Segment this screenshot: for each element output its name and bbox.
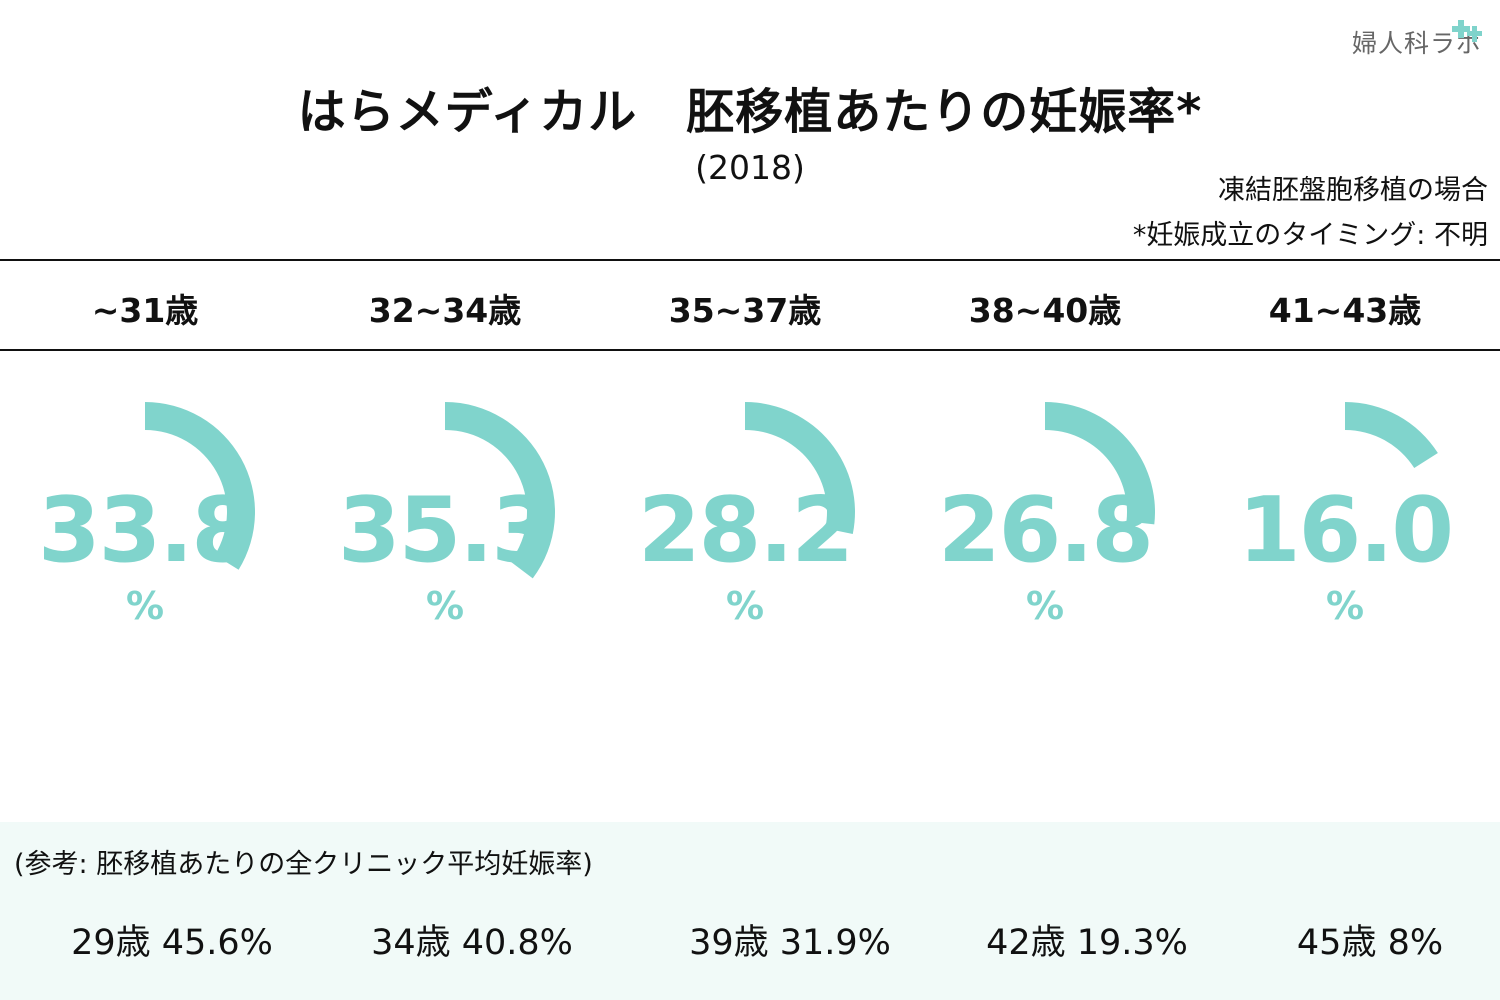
reference-item: 29歳 45.6% [71, 923, 273, 963]
plus-icon [1452, 20, 1482, 42]
reference-item: 34歳 40.8% [371, 923, 573, 963]
age-group-header: 41~43歳 [1268, 291, 1422, 330]
header-top-rule [0, 259, 1500, 261]
age-group-header: ~31歳 [91, 291, 199, 330]
gauge-arc [1345, 402, 1438, 469]
gauge-value: 35.3 [337, 478, 554, 583]
header-bottom-rule [0, 349, 1500, 351]
age-group-header: 38~40歳 [968, 291, 1122, 330]
age-group-header: 32~34歳 [368, 291, 522, 330]
gauge-unit: % [425, 584, 465, 628]
reference-item: 39歳 31.9% [689, 923, 891, 963]
gauge-unit: % [1025, 584, 1065, 628]
gauge-arc [445, 402, 556, 579]
reference-title: (参考: 胚移植あたりの全クリニック平均妊娠率) [14, 849, 593, 880]
gauge-value: 16.0 [1237, 478, 1454, 583]
gauge-value: 28.2 [637, 478, 854, 583]
gauge-unit: % [1325, 584, 1365, 628]
note-condition: 凍結胚盤胞移植の場合 [1218, 175, 1488, 206]
gauge-unit: % [125, 584, 165, 628]
gauge-unit: % [725, 584, 765, 628]
gauge-arc [145, 401, 256, 570]
reference-panel: (参考: 胚移植あたりの全クリニック平均妊娠率) 29歳 45.6% 34歳 40… [0, 822, 1500, 1000]
note-timing: *妊娠成立のタイミング: 不明 [1132, 220, 1488, 251]
reference-item: 42歳 19.3% [986, 923, 1188, 963]
gauge-value: 33.8 [37, 478, 254, 583]
chart-title: はらメディカル 胚移植あたりの妊娠率* [297, 84, 1203, 140]
gauge-value: 26.8 [937, 478, 1154, 583]
logo: 婦人科ラボ [1352, 20, 1487, 60]
gauge-arc [1045, 402, 1156, 525]
chart-subtitle: (2018) [695, 148, 805, 187]
gauge-arc [745, 402, 855, 534]
age-group-header: 35~37歳 [668, 291, 822, 330]
reference-item: 45歳 8% [1296, 923, 1444, 963]
